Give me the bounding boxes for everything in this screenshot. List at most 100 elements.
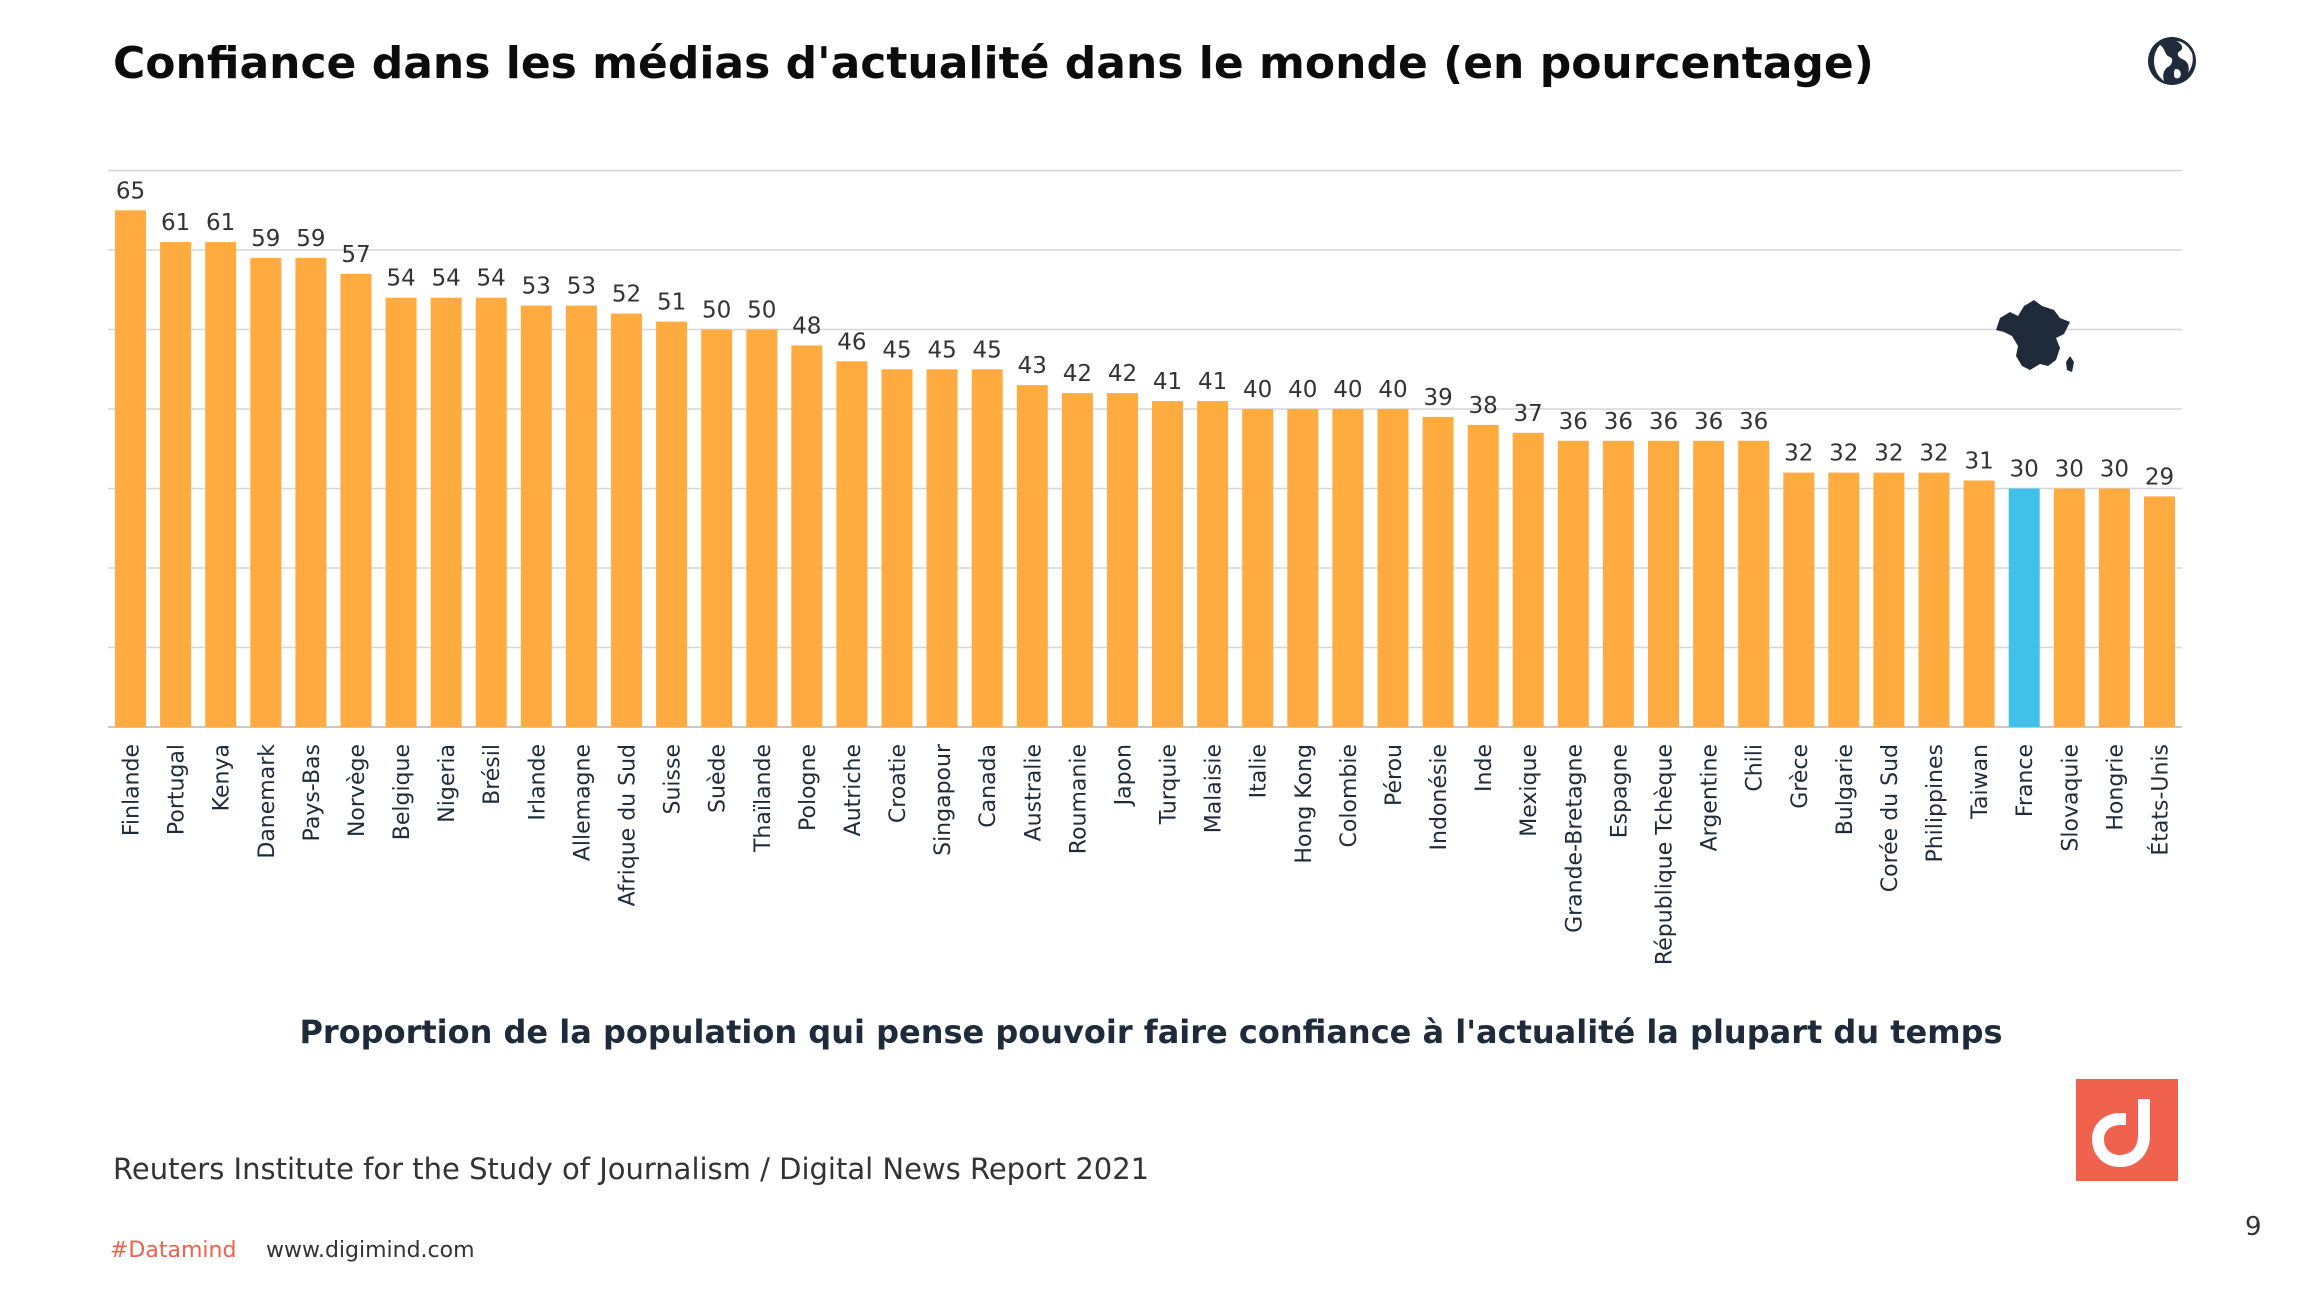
bar-pérou — [1377, 409, 1409, 727]
category-label: Japon — [1112, 744, 1137, 807]
chart-subtitle: Proportion de la population qui pense po… — [299, 1013, 2003, 1051]
category-label: Philippines — [1923, 744, 1948, 863]
category-label: Inde — [1472, 744, 1497, 792]
bar-pologne — [791, 345, 823, 727]
bar-brésil — [475, 297, 507, 727]
bar-grèce — [1783, 472, 1815, 727]
bar-inde — [1467, 424, 1499, 727]
category-label: Suisse — [661, 744, 686, 814]
category-label: Corée du Sud — [1878, 744, 1903, 892]
bar-chart: 65 61 61 59 59 57 54 54 54 53 53 52 51 50 50 48 46 45 45 45… — [108, 169, 2182, 965]
category-label: Italie — [1247, 744, 1272, 798]
bar-bulgarie — [1828, 472, 1860, 727]
category-label: Slovaquie — [2058, 744, 2083, 852]
category-label: Argentine — [1698, 744, 1723, 851]
page-title: Confiance dans les médias d'actualité da… — [113, 38, 1874, 89]
bar-roumanie — [1061, 393, 1093, 727]
category-label: Chili — [1743, 744, 1768, 792]
category-label: Turquie — [1157, 744, 1182, 825]
bar-indonésie — [1422, 416, 1454, 727]
value-labels: 65 61 61 59 59 57 54 54 54 53 53 52 51 50 50 48 46 45 45 45… — [116, 178, 2174, 490]
bar-états-unis — [2144, 496, 2175, 727]
category-label: Bulgarie — [1833, 744, 1858, 835]
footer-url[interactable]: www.digimind.com — [266, 1238, 475, 1263]
bar-malaisie — [1197, 401, 1229, 727]
bar-australie — [1016, 385, 1048, 727]
category-label: Croatie — [886, 744, 911, 823]
category-label: Finlande — [120, 744, 145, 836]
bar-portugal — [160, 242, 192, 727]
bar-colombie — [1332, 409, 1364, 727]
category-label: Grande-Bretagne — [1562, 744, 1587, 933]
category-label: Malaisie — [1202, 744, 1227, 833]
value-label: 32 — [1919, 441, 1948, 467]
value-label: 41 — [1153, 369, 1182, 395]
category-label: Pologne — [796, 744, 821, 831]
source-text: Reuters Institute for the Study of Journ… — [113, 1152, 1150, 1186]
bar-belgique — [385, 297, 417, 727]
bar-italie — [1242, 409, 1274, 727]
bar-croatie — [881, 369, 913, 728]
bar-france — [2008, 488, 2040, 727]
value-label: 54 — [386, 266, 415, 292]
category-label: Singapour — [931, 743, 956, 856]
value-label: 65 — [116, 178, 145, 204]
category-label: Canada — [976, 744, 1001, 828]
france-map-icon — [1996, 300, 2074, 372]
value-label: 40 — [1288, 377, 1317, 403]
category-label: Portugal — [165, 744, 190, 835]
bar-thaïlande — [746, 329, 778, 727]
category-label: Espagne — [1607, 744, 1632, 838]
category-label: Suède — [706, 744, 731, 813]
value-label: 32 — [1829, 441, 1858, 467]
value-label: 48 — [792, 313, 821, 339]
value-label: 43 — [1018, 353, 1047, 379]
category-label: Hong Kong — [1292, 744, 1317, 864]
value-label: 42 — [1108, 361, 1137, 387]
grid-lines — [108, 169, 2182, 728]
category-label: Pérou — [1382, 744, 1407, 806]
value-label: 59 — [251, 226, 280, 252]
value-label: 61 — [161, 210, 190, 236]
bar-allemagne — [565, 305, 597, 727]
value-label: 38 — [1469, 393, 1498, 419]
bar-argentine — [1693, 440, 1725, 727]
bar-hongrie — [2098, 488, 2130, 727]
category-label: Brésil — [480, 744, 505, 805]
footer-hashtag[interactable]: #Datamind — [110, 1238, 237, 1263]
value-label: 54 — [432, 266, 461, 292]
value-label: 45 — [973, 337, 1002, 363]
bar-danemark — [250, 257, 282, 727]
value-label: 30 — [2010, 457, 2039, 483]
value-label: 40 — [1378, 377, 1407, 403]
category-label: Irlande — [525, 744, 550, 821]
value-label: 30 — [2055, 457, 2084, 483]
category-labels: Finlande Portugal Kenya Danemark Pays-Bas Nor… — [120, 743, 2174, 965]
value-label: 31 — [1964, 449, 1993, 475]
value-label: 37 — [1514, 401, 1543, 427]
value-label: 59 — [296, 226, 325, 252]
page-number: 9 — [2245, 1212, 2262, 1242]
category-label: États-Unis — [2148, 744, 2174, 856]
globe-icon — [2148, 37, 2196, 85]
value-label: 42 — [1063, 361, 1092, 387]
value-label: 61 — [206, 210, 235, 236]
value-label: 36 — [1604, 409, 1633, 435]
value-label: 45 — [882, 337, 911, 363]
bar-slovaquie — [2053, 488, 2085, 727]
bar-suède — [701, 329, 733, 727]
value-label: 36 — [1559, 409, 1588, 435]
value-label: 53 — [522, 274, 551, 300]
category-label: Allemagne — [570, 744, 595, 861]
category-label: Colombie — [1337, 744, 1362, 847]
bar-irlande — [520, 305, 552, 727]
value-label: 51 — [657, 290, 686, 316]
category-label: Indonésie — [1427, 744, 1452, 850]
value-label: 50 — [747, 298, 776, 324]
bar-suisse — [656, 321, 688, 727]
bar-singapour — [926, 369, 958, 728]
bar-taiwan — [1963, 480, 1995, 727]
value-label: 36 — [1694, 409, 1723, 435]
value-label: 32 — [1874, 441, 1903, 467]
category-label: Afrique du Sud — [616, 744, 641, 906]
